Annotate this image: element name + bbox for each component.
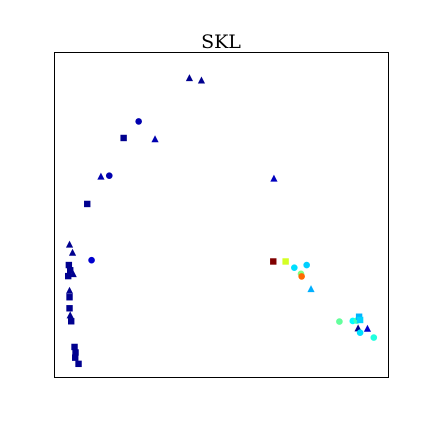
data-point-circle (88, 256, 95, 264)
data-point-circle (291, 264, 298, 271)
data-point-square (84, 200, 91, 208)
data-point-triangle (97, 172, 105, 180)
data-point-triangle (185, 74, 194, 82)
data-point-square (66, 267, 74, 274)
data-point-circle (135, 118, 142, 125)
data-point-square (355, 313, 363, 320)
data-point-circle (105, 172, 113, 179)
data-point-square (65, 261, 73, 269)
data-point-circle (370, 334, 378, 341)
data-point-triangle (65, 286, 74, 294)
data-point-triangle (65, 240, 74, 248)
data-point-triangle (69, 270, 77, 278)
data-point-square (72, 349, 79, 356)
data-point-triangle (68, 248, 77, 256)
data-point-square (66, 294, 73, 301)
data-point-circle (298, 273, 305, 280)
data-point-circle (356, 329, 364, 336)
data-point-square (71, 343, 78, 351)
data-point-square (356, 316, 364, 324)
data-point-square (75, 360, 82, 368)
data-point-square (72, 354, 79, 361)
chart-title: SKL (201, 31, 241, 53)
data-point-square (282, 258, 289, 265)
data-point-triangle (66, 311, 74, 319)
data-point-triangle (363, 324, 372, 332)
data-point-triangle (151, 135, 159, 143)
plot-area (54, 52, 389, 378)
data-point-triangle (197, 76, 206, 84)
data-point-square (120, 134, 127, 142)
data-point-triangle (270, 174, 278, 182)
data-point-square (270, 258, 277, 265)
data-point-square (68, 318, 75, 325)
points-layer (64, 74, 378, 368)
data-point-circle (336, 318, 343, 325)
data-point-square (64, 272, 72, 280)
data-point-triangle (307, 285, 315, 293)
data-point-circle (303, 261, 310, 269)
data-point-square (66, 305, 73, 312)
